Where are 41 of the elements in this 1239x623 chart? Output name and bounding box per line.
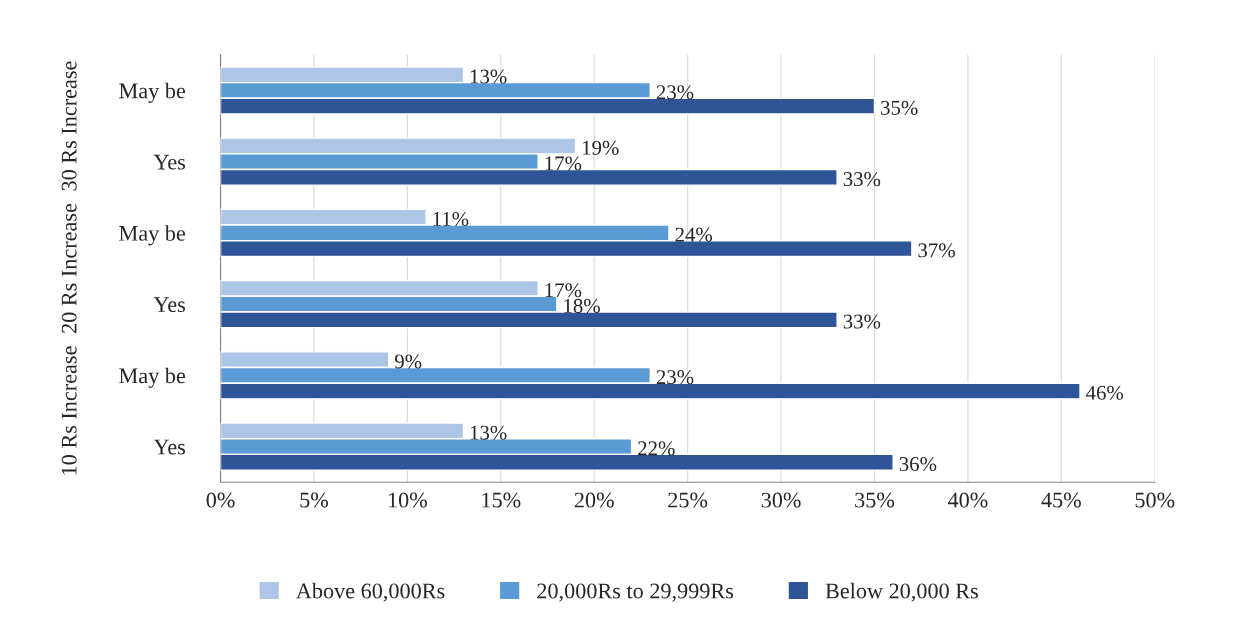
legend-label: Above 60,000Rs bbox=[296, 582, 445, 602]
y-tick-label: Yes bbox=[153, 297, 186, 313]
y-tick-label: May be bbox=[119, 82, 186, 103]
data-label: 13% bbox=[470, 425, 507, 440]
x-tick-label: 25% bbox=[668, 492, 708, 508]
data-label: 18% bbox=[564, 298, 600, 313]
x-tick-label: 50% bbox=[1135, 492, 1175, 508]
y-tick-label: May be bbox=[119, 225, 186, 246]
x-tick-label: 5% bbox=[300, 492, 329, 508]
data-label: 33% bbox=[843, 172, 881, 187]
data-label: 13% bbox=[470, 69, 507, 84]
data-label: 19% bbox=[582, 140, 619, 155]
data-label: 35% bbox=[881, 100, 918, 115]
data-label: 11% bbox=[433, 211, 469, 227]
data-label: 36% bbox=[899, 456, 937, 472]
x-tick-label: 10% bbox=[388, 492, 427, 508]
data-label: 17% bbox=[545, 156, 582, 171]
data-label: 37% bbox=[918, 243, 955, 258]
text: 30 Rs Increase bbox=[61, 61, 77, 191]
data-label: 24% bbox=[675, 227, 713, 242]
text: 20 Rs Increase bbox=[61, 203, 77, 333]
x-tick-label: 30% bbox=[761, 492, 801, 508]
data-label: 46% bbox=[1086, 385, 1124, 400]
y-tick-label: May be bbox=[119, 367, 186, 388]
x-tick-label: 35% bbox=[855, 492, 895, 508]
data-label: 22% bbox=[638, 441, 675, 456]
y-tick-label: Yes bbox=[153, 154, 186, 170]
data-label: 17% bbox=[545, 283, 582, 298]
y-tick-label: Yes bbox=[153, 439, 186, 455]
text: 10 Rs Increase bbox=[61, 346, 77, 475]
data-label: 33% bbox=[843, 314, 881, 329]
x-tick-label: 20% bbox=[574, 492, 614, 508]
x-tick-label: 0% bbox=[206, 492, 235, 508]
data-label: 9% bbox=[394, 354, 422, 369]
legend-label: 20,000Rs to 29,999Rs bbox=[537, 583, 734, 602]
x-tick-label: 45% bbox=[1041, 492, 1081, 508]
legend-label: Below 20,000 Rs bbox=[825, 582, 978, 602]
data-label: 23% bbox=[656, 85, 694, 100]
data-label: 23% bbox=[656, 370, 694, 385]
x-tick-label: 15% bbox=[482, 492, 521, 508]
x-tick-label: 40% bbox=[947, 492, 988, 508]
